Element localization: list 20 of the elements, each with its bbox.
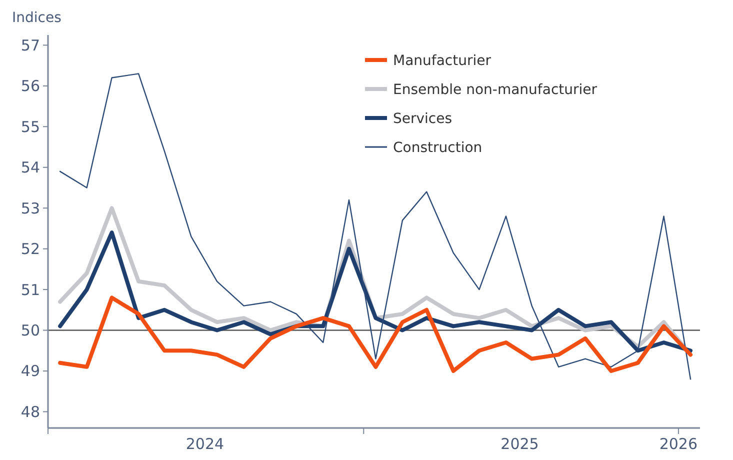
y-tick-label: 57	[20, 36, 40, 54]
y-tick-label: 50	[20, 322, 40, 340]
y-tick-label: 53	[20, 199, 40, 218]
legend-label: Manufacturier	[393, 52, 492, 69]
y-tick-label: 52	[20, 240, 40, 258]
y-tick-label: 55	[20, 118, 40, 136]
x-tick-label: 2024	[186, 435, 224, 453]
y-tick-label: 49	[20, 362, 40, 380]
x-tick-label: 2025	[500, 435, 539, 453]
legend-label: Construction	[393, 140, 482, 156]
y-tick-label: 54	[20, 158, 40, 177]
y-axis-title: Indices	[12, 10, 62, 26]
y-tick-label: 51	[20, 280, 40, 299]
y-tick-label: 56	[20, 77, 40, 96]
y-tick-label: 48	[20, 402, 40, 421]
legend-label: Services	[393, 110, 452, 127]
line-series	[59, 73, 692, 380]
x-tick-label: 2026	[659, 435, 698, 453]
legend-label: Ensemble non-manufacturier	[393, 82, 598, 98]
line-series	[58, 296, 693, 373]
